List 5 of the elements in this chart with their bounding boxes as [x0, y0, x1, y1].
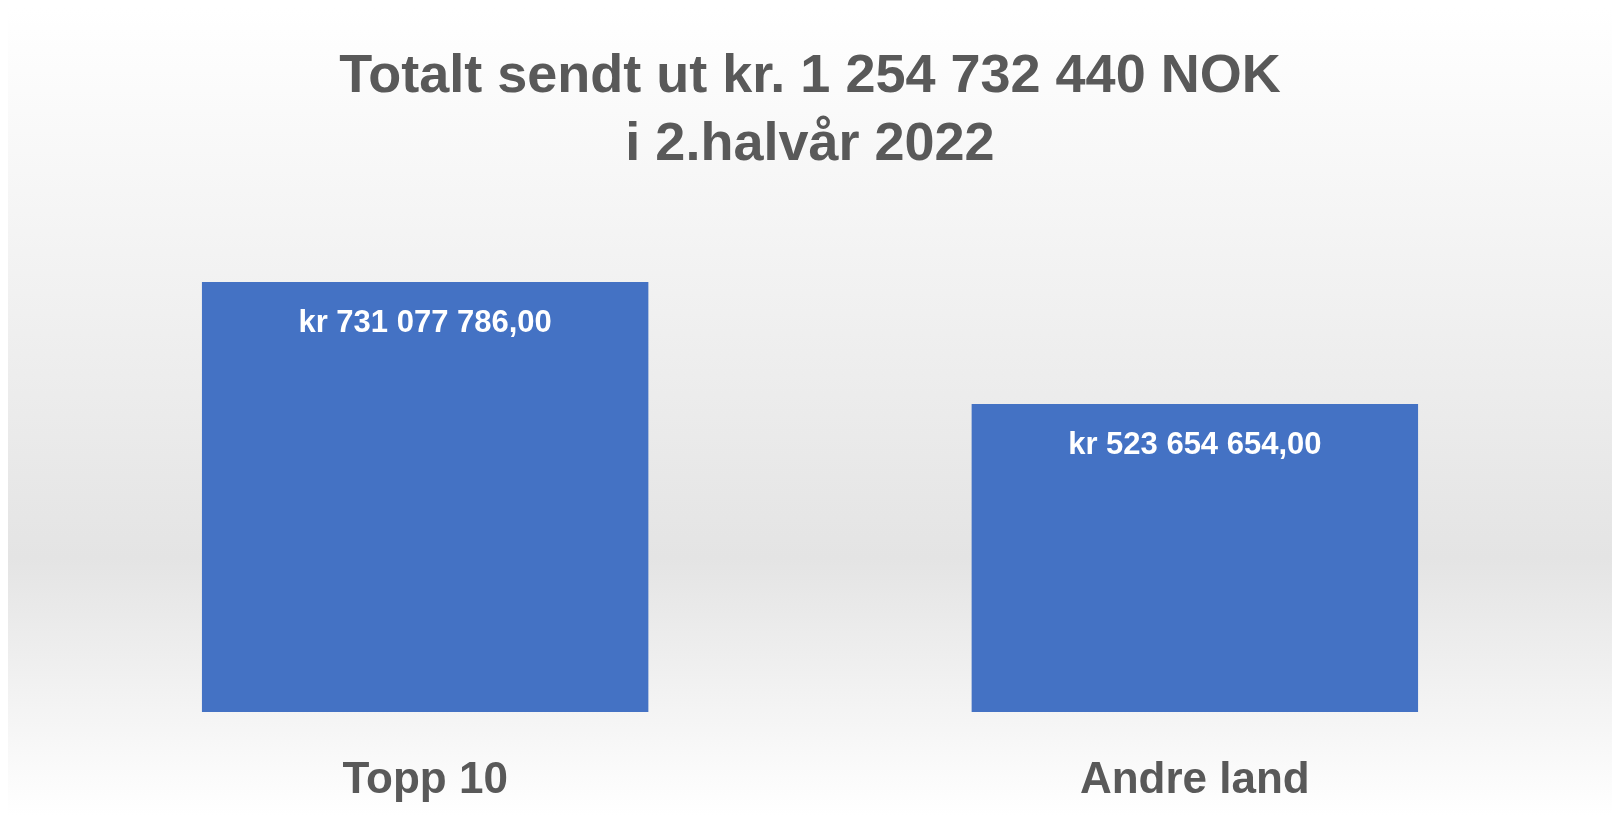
- data-label: kr 523 654 654,00: [1068, 426, 1322, 461]
- x-tick-label: Topp 10: [342, 753, 508, 802]
- chart-title: Totalt sendt ut kr. 1 254 732 440 NOK i 2.halvår 2022: [339, 43, 1281, 171]
- x-tick-label: Andre land: [1079, 753, 1310, 802]
- data-label: kr 731 077 786,00: [298, 304, 552, 339]
